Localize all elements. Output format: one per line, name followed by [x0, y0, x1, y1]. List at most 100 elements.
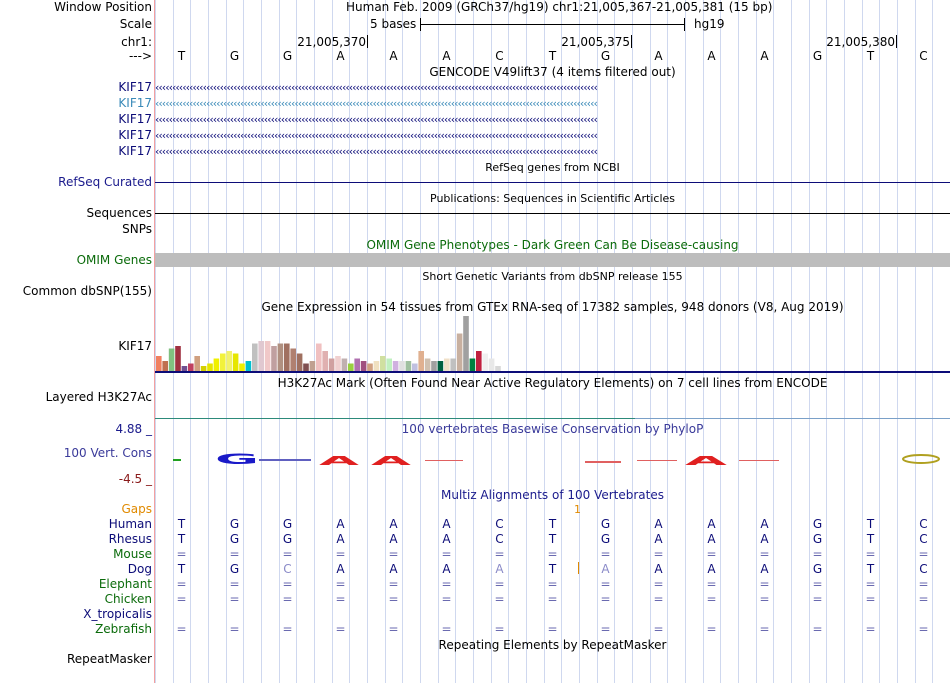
repeatmasker-track-title[interactable]: Repeating Elements by RepeatMasker	[438, 638, 667, 652]
publications-track-title[interactable]: Publications: Sequences in Scientific Ar…	[430, 192, 675, 205]
gtex-tissue-bar[interactable]	[226, 351, 232, 371]
gtex-tissue-bar[interactable]	[194, 356, 200, 371]
gencode-track-title[interactable]: GENCODE V49lift37 (4 items filtered out)	[429, 65, 676, 79]
gencode-transcript-label[interactable]: KIF17	[118, 96, 152, 110]
species-label[interactable]: Zebrafish	[95, 622, 152, 636]
gencode-transcript-label[interactable]: KIF17	[118, 144, 152, 158]
gtex-tissue-bar[interactable]	[188, 363, 194, 372]
gtex-tissue-bar[interactable]	[495, 366, 501, 371]
gtex-tissue-bar[interactable]	[252, 343, 258, 372]
gtex-tissue-bar[interactable]	[181, 366, 188, 371]
gtex-tissue-bar[interactable]	[316, 343, 322, 372]
gtex-tissue-bar[interactable]	[399, 361, 405, 371]
gtex-tissue-bar[interactable]	[367, 363, 373, 372]
gtex-tissue-bar[interactable]	[463, 316, 469, 371]
gtex-tissue-bar[interactable]	[175, 346, 181, 371]
omim-track-title[interactable]: OMIM Gene Phenotypes - Dark Green Can Be…	[366, 238, 739, 252]
species-label[interactable]: Mouse	[113, 547, 152, 561]
h3k27ac-track-title[interactable]: H3K27Ac Mark (Often Found Near Active Re…	[277, 376, 828, 390]
gtex-tissue-bar[interactable]	[392, 361, 399, 371]
gtex-tissue-bar[interactable]	[207, 363, 213, 372]
gtex-tissue-bar[interactable]	[328, 358, 335, 372]
gencode-transcript-line[interactable]: ‹‹‹‹‹‹‹‹‹‹‹‹‹‹‹‹‹‹‹‹‹‹‹‹‹‹‹‹‹‹‹‹‹‹‹‹‹‹‹‹…	[155, 145, 598, 158]
gtex-tissue-bar[interactable]	[335, 356, 341, 371]
gtex-tissue-bar[interactable]	[309, 361, 316, 371]
phylop-track-label[interactable]: 100 Vert. Cons	[63, 446, 152, 460]
gtex-tissue-bar[interactable]	[444, 358, 450, 372]
snps-label[interactable]: SNPs	[122, 222, 152, 236]
gtex-tissue-bar[interactable]	[431, 361, 437, 371]
gtex-tissue-bar[interactable]	[239, 363, 245, 372]
gtex-tissue-bar[interactable]	[405, 361, 412, 371]
phylop-track-title[interactable]: 100 vertebrates Basewise Conservation by…	[401, 422, 704, 436]
gtex-tissue-bar[interactable]	[386, 358, 392, 372]
publications-track-label[interactable]: Sequences	[86, 206, 152, 220]
gtex-tissue-bar[interactable]	[258, 341, 264, 371]
gtex-tissue-bar[interactable]	[476, 351, 482, 371]
gtex-track-title[interactable]: Gene Expression in 54 tissues from GTEx …	[261, 300, 844, 314]
gencode-transcript-line[interactable]: ‹‹‹‹‹‹‹‹‹‹‹‹‹‹‹‹‹‹‹‹‹‹‹‹‹‹‹‹‹‹‹‹‹‹‹‹‹‹‹‹…	[155, 81, 598, 94]
gtex-tissue-bar[interactable]	[360, 361, 367, 371]
alignment-base: C	[495, 517, 504, 531]
gtex-tissue-bar[interactable]	[488, 358, 495, 372]
alignment-base: C	[919, 532, 928, 546]
gencode-transcript-label[interactable]: KIF17	[118, 112, 152, 126]
gtex-tissue-bar[interactable]	[264, 341, 271, 371]
gtex-tissue-bar[interactable]	[156, 356, 162, 371]
h3k27ac-track-label[interactable]: Layered H3K27Ac	[45, 390, 152, 404]
gtex-tissue-bar[interactable]	[348, 363, 354, 372]
gtex-tissue-bar[interactable]	[271, 346, 277, 371]
dbsnp-track-title[interactable]: Short Genetic Variants from dbSNP releas…	[422, 270, 683, 283]
gtex-tissue-bar[interactable]	[290, 348, 296, 372]
gtex-tissue-bar[interactable]	[450, 358, 456, 372]
gtex-tissue-bar[interactable]	[245, 361, 252, 371]
gtex-tissue-bar[interactable]	[200, 366, 207, 371]
gtex-tissue-bar[interactable]	[277, 343, 284, 372]
gtex-tissue-bar[interactable]	[424, 358, 431, 372]
gtex-tissue-bar[interactable]	[469, 358, 476, 372]
gtex-tissue-bar[interactable]	[482, 353, 488, 372]
gtex-tissue-bar[interactable]	[412, 363, 418, 372]
gtex-tissue-bar[interactable]	[437, 361, 444, 371]
gencode-transcript-line[interactable]: ‹‹‹‹‹‹‹‹‹‹‹‹‹‹‹‹‹‹‹‹‹‹‹‹‹‹‹‹‹‹‹‹‹‹‹‹‹‹‹‹…	[155, 129, 598, 142]
species-label[interactable]: Dog	[127, 562, 152, 576]
species-label[interactable]: Elephant	[98, 577, 152, 591]
gtex-tissue-bar[interactable]	[354, 358, 360, 372]
dbsnp-track-label[interactable]: Common dbSNP(155)	[22, 284, 152, 298]
gtex-tissue-bar[interactable]	[418, 351, 424, 371]
species-label[interactable]: Human	[108, 517, 152, 531]
species-label[interactable]: X_tropicalis	[83, 607, 152, 621]
refseq-track-label[interactable]: RefSeq Curated	[58, 175, 152, 189]
gtex-tissue-bar[interactable]	[168, 348, 175, 372]
species-label[interactable]: Rhesus	[108, 532, 152, 546]
gtex-tissue-bar[interactable]	[162, 361, 168, 371]
gtex-bar-chart[interactable]	[155, 314, 950, 374]
scale-label: Scale	[119, 17, 152, 31]
gencode-transcript-line[interactable]: ‹‹‹‹‹‹‹‹‹‹‹‹‹‹‹‹‹‹‹‹‹‹‹‹‹‹‹‹‹‹‹‹‹‹‹‹‹‹‹‹…	[155, 97, 598, 110]
gtex-tissue-bar[interactable]	[380, 356, 386, 371]
multiz-track-title[interactable]: Multiz Alignments of 100 Vertebrates	[440, 488, 665, 502]
gtex-tissue-bar[interactable]	[213, 358, 220, 372]
gtex-tissue-bar[interactable]	[296, 353, 303, 372]
gtex-tissue-bar[interactable]	[456, 333, 463, 372]
gtex-tissue-bar[interactable]	[220, 353, 226, 372]
gtex-tissue-bar[interactable]	[322, 351, 328, 371]
alignment-base: A	[707, 532, 716, 546]
omim-track-bar[interactable]	[155, 253, 950, 267]
gtex-tissue-bar[interactable]	[303, 363, 309, 372]
gtex-tissue-bar[interactable]	[373, 361, 380, 371]
gtex-tissue-bar[interactable]	[284, 343, 290, 372]
omim-track-label[interactable]: OMIM Genes	[76, 253, 152, 267]
gtex-tissue-bar[interactable]	[232, 353, 239, 372]
gencode-transcript-label[interactable]: KIF17	[118, 80, 152, 94]
repeatmasker-track-label[interactable]: RepeatMasker	[66, 652, 152, 666]
gencode-transcript-label[interactable]: KIF17	[118, 128, 152, 142]
gtex-track-label[interactable]: KIF17	[118, 339, 152, 353]
gtex-tissue-bar[interactable]	[341, 358, 348, 372]
coord-tick	[631, 35, 632, 48]
gencode-transcript-line[interactable]: ‹‹‹‹‹‹‹‹‹‹‹‹‹‹‹‹‹‹‹‹‹‹‹‹‹‹‹‹‹‹‹‹‹‹‹‹‹‹‹‹…	[155, 113, 598, 126]
species-label[interactable]: Chicken	[104, 592, 152, 606]
phylop-logo[interactable]: G A A A	[155, 448, 950, 468]
refseq-track-title[interactable]: RefSeq genes from NCBI	[485, 161, 620, 174]
base-letter: T	[866, 49, 875, 63]
